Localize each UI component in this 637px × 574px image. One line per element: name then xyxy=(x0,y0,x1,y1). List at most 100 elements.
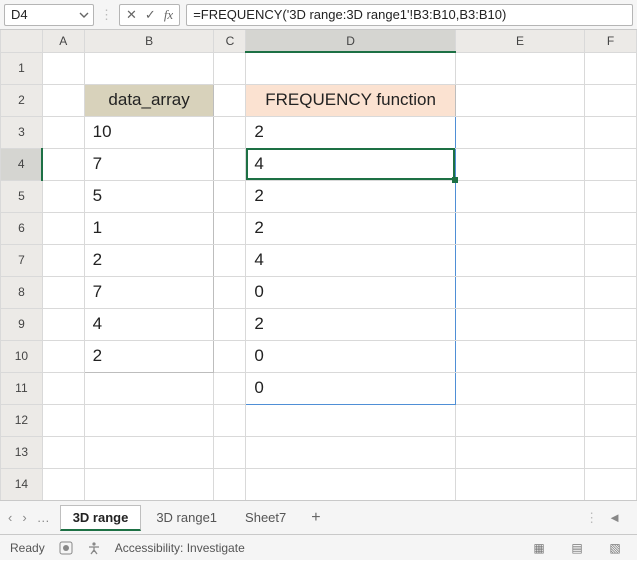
cell-C11[interactable] xyxy=(214,372,246,404)
cell-E5[interactable] xyxy=(455,180,584,212)
cell-E8[interactable] xyxy=(455,276,584,308)
row-header-8[interactable]: 8 xyxy=(1,276,43,308)
row-header-11[interactable]: 11 xyxy=(1,372,43,404)
tab-next-icon[interactable]: › xyxy=(22,510,26,525)
cell-E10[interactable] xyxy=(455,340,584,372)
cell-A9[interactable] xyxy=(42,308,84,340)
view-break-icon[interactable]: ▧ xyxy=(603,541,627,555)
col-header-E[interactable]: E xyxy=(455,30,584,52)
row-header-3[interactable]: 3 xyxy=(1,116,43,148)
cancel-icon[interactable]: ✕ xyxy=(126,8,137,21)
cell-C2[interactable] xyxy=(214,84,246,116)
cell-E9[interactable] xyxy=(455,308,584,340)
row-header-2[interactable]: 2 xyxy=(1,84,43,116)
cell-C13[interactable] xyxy=(214,436,246,468)
cell-D8[interactable]: 0 xyxy=(246,276,455,308)
cell-B5[interactable]: 5 xyxy=(84,180,214,212)
row-header-4[interactable]: 4 xyxy=(1,148,43,180)
row-header-1[interactable]: 1 xyxy=(1,52,43,84)
cell-A4[interactable] xyxy=(42,148,84,180)
cell-B12[interactable] xyxy=(84,404,214,436)
cell-E1[interactable] xyxy=(455,52,584,84)
cell-E11[interactable] xyxy=(455,372,584,404)
cell-A6[interactable] xyxy=(42,212,84,244)
cell-D2[interactable]: FREQUENCY function xyxy=(246,84,455,116)
cell-E13[interactable] xyxy=(455,436,584,468)
cell-A2[interactable] xyxy=(42,84,84,116)
col-header-A[interactable]: A xyxy=(42,30,84,52)
cell-F8[interactable] xyxy=(585,276,637,308)
row-header-5[interactable]: 5 xyxy=(1,180,43,212)
cell-D13[interactable] xyxy=(246,436,455,468)
cell-C1[interactable] xyxy=(214,52,246,84)
cell-A7[interactable] xyxy=(42,244,84,276)
cell-D6[interactable]: 2 xyxy=(246,212,455,244)
cell-B7[interactable]: 2 xyxy=(84,244,214,276)
cell-D14[interactable] xyxy=(246,468,455,500)
row-header-7[interactable]: 7 xyxy=(1,244,43,276)
fx-icon[interactable]: fx xyxy=(164,8,173,21)
cell-D1[interactable] xyxy=(246,52,455,84)
cell-A14[interactable] xyxy=(42,468,84,500)
cell-F12[interactable] xyxy=(585,404,637,436)
cell-D4[interactable]: 4 xyxy=(246,148,455,180)
cell-B4[interactable]: 7 xyxy=(84,148,214,180)
macro-record-icon[interactable] xyxy=(59,541,73,555)
cell-D7[interactable]: 4 xyxy=(246,244,455,276)
cell-B2[interactable]: data_array xyxy=(84,84,214,116)
cell-A13[interactable] xyxy=(42,436,84,468)
cell-D10[interactable]: 0 xyxy=(246,340,455,372)
row-header-9[interactable]: 9 xyxy=(1,308,43,340)
add-sheet-button[interactable]: + xyxy=(301,509,330,527)
cell-C8[interactable] xyxy=(214,276,246,308)
cell-F9[interactable] xyxy=(585,308,637,340)
chevron-down-icon[interactable] xyxy=(79,10,89,20)
row-header-12[interactable]: 12 xyxy=(1,404,43,436)
view-layout-icon[interactable]: ▤ xyxy=(565,541,589,555)
tab-3d-range[interactable]: 3D range xyxy=(60,505,142,531)
cell-E12[interactable] xyxy=(455,404,584,436)
cell-A12[interactable] xyxy=(42,404,84,436)
view-normal-icon[interactable]: ▦ xyxy=(527,541,551,555)
col-header-B[interactable]: B xyxy=(84,30,214,52)
cell-F6[interactable] xyxy=(585,212,637,244)
cell-C14[interactable] xyxy=(214,468,246,500)
cell-C3[interactable] xyxy=(214,116,246,148)
row-header-6[interactable]: 6 xyxy=(1,212,43,244)
cell-C4[interactable] xyxy=(214,148,246,180)
tab-sheet7[interactable]: Sheet7 xyxy=(232,505,299,530)
cell-F3[interactable] xyxy=(585,116,637,148)
spreadsheet-grid[interactable]: A B C D E F 1 2 data_array FREQUENCY fun… xyxy=(0,30,637,500)
row-header-10[interactable]: 10 xyxy=(1,340,43,372)
cell-C10[interactable] xyxy=(214,340,246,372)
cell-B6[interactable]: 1 xyxy=(84,212,214,244)
cell-C9[interactable] xyxy=(214,308,246,340)
cell-E2[interactable] xyxy=(455,84,584,116)
cell-D11[interactable]: 0 xyxy=(246,372,455,404)
cell-E14[interactable] xyxy=(455,468,584,500)
cell-B8[interactable]: 7 xyxy=(84,276,214,308)
cell-C12[interactable] xyxy=(214,404,246,436)
enter-icon[interactable]: ✓ xyxy=(145,8,156,21)
col-header-F[interactable]: F xyxy=(585,30,637,52)
cell-F11[interactable] xyxy=(585,372,637,404)
cell-F1[interactable] xyxy=(585,52,637,84)
cell-D5[interactable]: 2 xyxy=(246,180,455,212)
cell-B10[interactable]: 2 xyxy=(84,340,214,372)
cell-F10[interactable] xyxy=(585,340,637,372)
cell-F5[interactable] xyxy=(585,180,637,212)
cell-D9[interactable]: 2 xyxy=(246,308,455,340)
name-box[interactable]: D4 xyxy=(4,4,94,26)
tab-3d-range1[interactable]: 3D range1 xyxy=(143,505,230,530)
cell-B3[interactable]: 10 xyxy=(84,116,214,148)
row-header-13[interactable]: 13 xyxy=(1,436,43,468)
cell-F4[interactable] xyxy=(585,148,637,180)
cell-D12[interactable] xyxy=(246,404,455,436)
row-header-14[interactable]: 14 xyxy=(1,468,43,500)
cell-F13[interactable] xyxy=(585,436,637,468)
cell-A10[interactable] xyxy=(42,340,84,372)
cell-E3[interactable] xyxy=(455,116,584,148)
cell-B1[interactable] xyxy=(84,52,214,84)
cell-A8[interactable] xyxy=(42,276,84,308)
cell-C5[interactable] xyxy=(214,180,246,212)
